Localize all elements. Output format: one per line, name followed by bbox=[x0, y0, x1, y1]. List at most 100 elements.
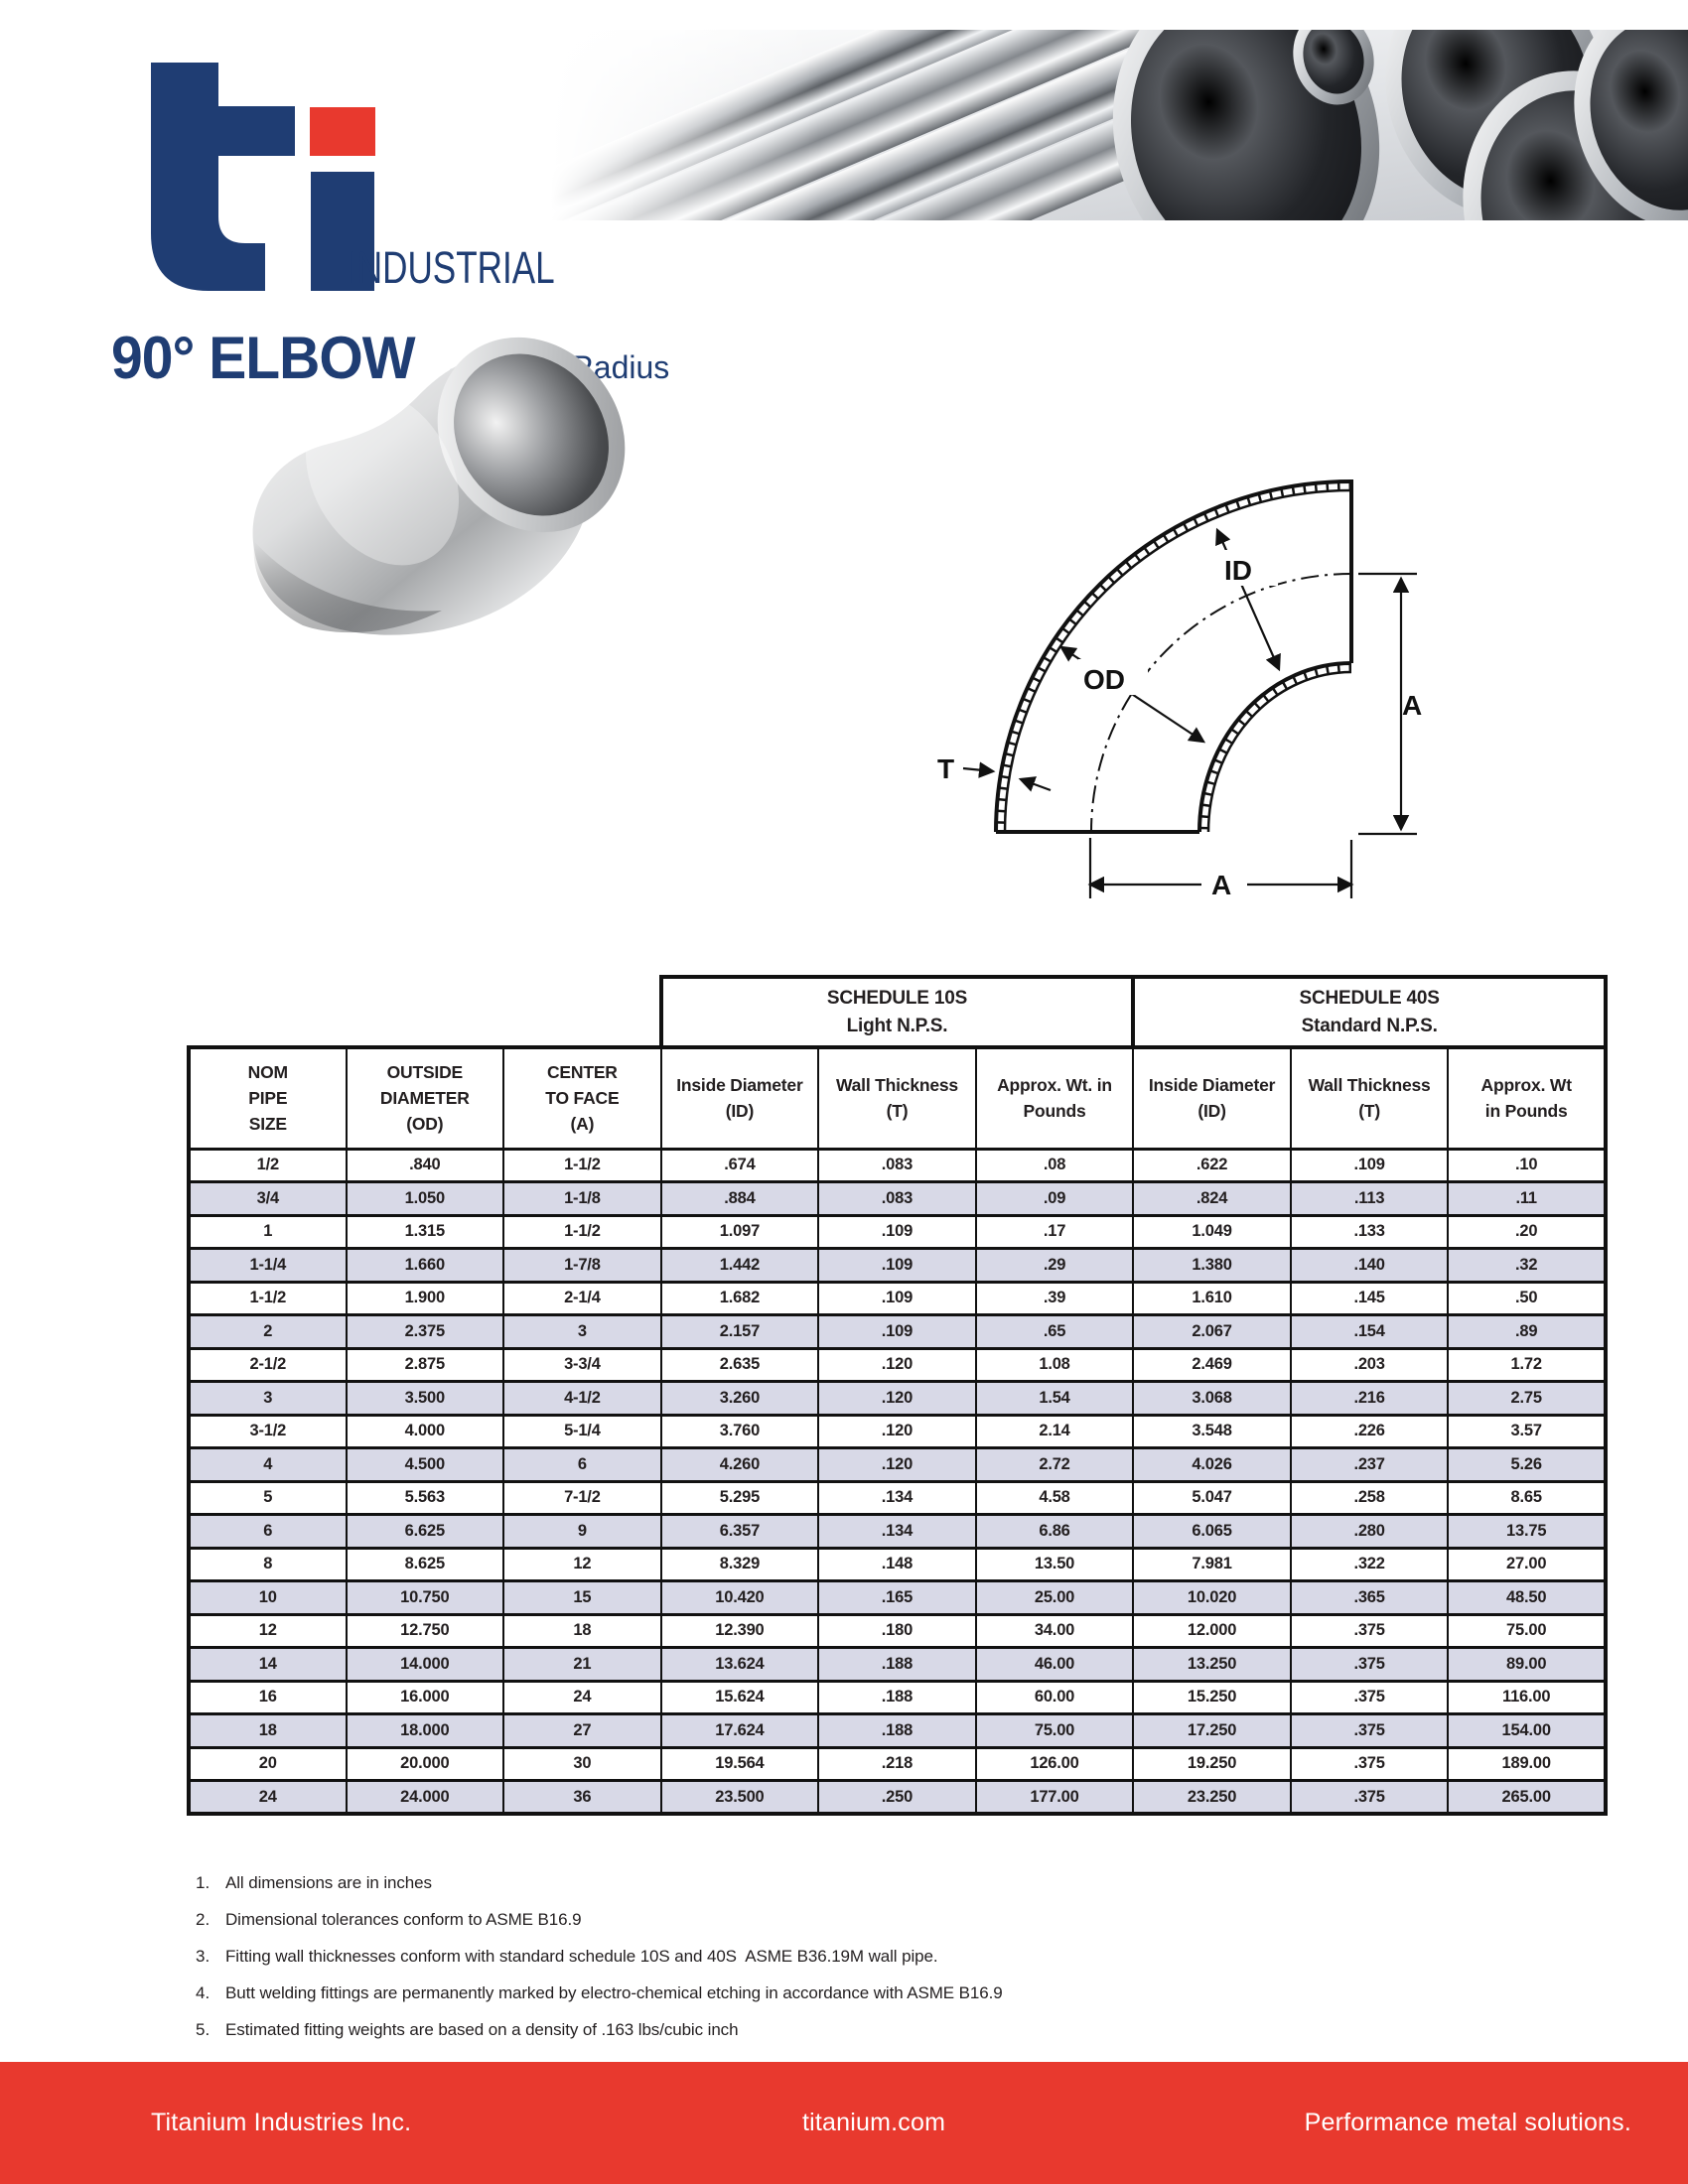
table-cell: 5.295 bbox=[659, 1479, 820, 1516]
table-cell: 265.00 bbox=[1447, 1779, 1608, 1816]
table-cell: 3.500 bbox=[345, 1380, 505, 1417]
page-title: 90° ELBOW bbox=[111, 325, 416, 391]
table-cell: 20 bbox=[187, 1745, 348, 1782]
table-row: 1-1/2 1.900 2-1/4 1.682.109.39 1.610.145.50 bbox=[187, 1280, 1608, 1316]
table-cell: 1.54 bbox=[974, 1380, 1135, 1417]
table-cell: 15.250 bbox=[1132, 1679, 1292, 1715]
table-cell: 12 bbox=[502, 1546, 662, 1582]
table-row: 4 4.500 6 4.260.120 2.72 4.026.237 5.26 bbox=[187, 1446, 1608, 1483]
table-row: 1 1.315 1-1/2 1.097.109.17 1.049.133.20 bbox=[187, 1213, 1608, 1250]
footnote: 4. Butt welding fittings are permanently … bbox=[196, 1982, 1003, 2004]
table-cell: 1.682 bbox=[659, 1280, 820, 1316]
table-cell: .840 bbox=[345, 1147, 505, 1183]
table-cell: .237 bbox=[1289, 1446, 1450, 1483]
table-cell: 2.635 bbox=[659, 1346, 820, 1383]
table-cell: 1.08 bbox=[974, 1346, 1135, 1383]
table-cell: 5.26 bbox=[1447, 1446, 1608, 1483]
id-label: ID bbox=[1224, 555, 1252, 586]
table-cell: 75.00 bbox=[1447, 1612, 1608, 1649]
dimensions-table: SCHEDULE 10S Light N.P.S. SCHEDULE 40S Stan… bbox=[187, 975, 1608, 1816]
table-cell: .89 bbox=[1447, 1313, 1608, 1350]
table-cell: 3.760 bbox=[659, 1413, 820, 1449]
table-cell: .39 bbox=[974, 1280, 1135, 1316]
table-cell: .188 bbox=[817, 1646, 977, 1683]
centerline-arc bbox=[1090, 573, 1352, 833]
table-cell: .109 bbox=[817, 1213, 977, 1250]
elbow-opening bbox=[437, 337, 626, 533]
table-cell: 10.750 bbox=[345, 1579, 505, 1616]
table-cell: 46.00 bbox=[974, 1646, 1135, 1683]
table-cell: 6 bbox=[502, 1446, 662, 1483]
column-header: Approx. Wt in Pounds bbox=[1447, 1045, 1608, 1151]
table-cell: 1-1/8 bbox=[502, 1180, 662, 1217]
table-cell: 6.86 bbox=[974, 1513, 1135, 1550]
table-cell: 6.065 bbox=[1132, 1513, 1292, 1550]
table-cell: .165 bbox=[817, 1579, 977, 1616]
table-row: 3 3.500 4-1/2 3.260.120 1.54 3.068.216 2.75 bbox=[187, 1380, 1608, 1417]
table-cell: .20 bbox=[1447, 1213, 1608, 1250]
t-label: T bbox=[937, 753, 954, 784]
table-cell: 177.00 bbox=[974, 1779, 1135, 1816]
table-cell: .154 bbox=[1289, 1313, 1450, 1350]
column-header: NOM PIPE SIZE bbox=[187, 1045, 348, 1151]
table-cell: 2.469 bbox=[1132, 1346, 1292, 1383]
table-cell: .218 bbox=[817, 1745, 977, 1782]
table-cell: 2.72 bbox=[974, 1446, 1135, 1483]
footnote: 5. Estimated fitting weights are based on… bbox=[196, 2019, 1003, 2041]
table-cell: 13.624 bbox=[659, 1646, 820, 1683]
table-cell: 16.000 bbox=[345, 1679, 505, 1715]
table-cell: 1-1/2 bbox=[502, 1213, 662, 1250]
table-cell: 23.250 bbox=[1132, 1779, 1292, 1816]
table-cell: 8.625 bbox=[345, 1546, 505, 1582]
steel-pipes-photo bbox=[551, 30, 1688, 220]
table-cell: .258 bbox=[1289, 1479, 1450, 1516]
table-cell: .083 bbox=[817, 1147, 977, 1183]
footer-website[interactable]: titanium.com bbox=[802, 2109, 946, 2136]
table-cell: .134 bbox=[817, 1513, 977, 1550]
table-cell: .375 bbox=[1289, 1745, 1450, 1782]
table-cell: .120 bbox=[817, 1413, 977, 1449]
table-cell: 24 bbox=[187, 1779, 348, 1816]
table-cell: 14 bbox=[187, 1646, 348, 1683]
table-cell: 9 bbox=[502, 1513, 662, 1550]
table-cell: 19.564 bbox=[659, 1745, 820, 1782]
table-cell: .113 bbox=[1289, 1180, 1450, 1217]
table-cell: 15.624 bbox=[659, 1679, 820, 1715]
table-cell: 3.260 bbox=[659, 1380, 820, 1417]
footnote-number: 1. bbox=[196, 1873, 211, 1892]
od-label: OD bbox=[1083, 664, 1125, 695]
inner-wall-hatching bbox=[1199, 663, 1352, 833]
table-cell: 10.420 bbox=[659, 1579, 820, 1616]
table-cell: 15 bbox=[502, 1579, 662, 1616]
schedule-header: SCHEDULE 10S Light N.P.S. bbox=[658, 975, 1136, 1049]
table-cell: 2.875 bbox=[345, 1346, 505, 1383]
table-cell: 27.00 bbox=[1447, 1546, 1608, 1582]
footnote: 2. Dimensional tolerances conform to ASME… bbox=[196, 1909, 1003, 1931]
table-cell: .148 bbox=[817, 1546, 977, 1582]
ti-logo bbox=[151, 63, 375, 291]
table-cell: .11 bbox=[1447, 1180, 1608, 1217]
table-row: 1-1/4 1.660 1-7/8 1.442.109.29 1.380.140.32 bbox=[187, 1247, 1608, 1284]
table-cell: 4.000 bbox=[345, 1413, 505, 1449]
table-cell: 13.50 bbox=[974, 1546, 1135, 1582]
table-cell: 4.026 bbox=[1132, 1446, 1292, 1483]
schedule-band-empty bbox=[189, 977, 661, 1047]
table-cell: .120 bbox=[817, 1380, 977, 1417]
table-cell: 4-1/2 bbox=[502, 1380, 662, 1417]
table-cell: 10.020 bbox=[1132, 1579, 1292, 1616]
table-cell: .134 bbox=[817, 1479, 977, 1516]
table-row: 18 18.000 27 17.624.188 75.00 17.250.375 154.0… bbox=[187, 1712, 1608, 1749]
table-cell: .280 bbox=[1289, 1513, 1450, 1550]
table-row: 14 14.000 21 13.624.188 46.00 13.250.375 89.00 bbox=[187, 1646, 1608, 1683]
schedule-header: SCHEDULE 40S Standard N.P.S. bbox=[1131, 975, 1608, 1049]
table-cell: 1-7/8 bbox=[502, 1247, 662, 1284]
table-cell: 1.049 bbox=[1132, 1213, 1292, 1250]
a-horizontal-label: A bbox=[1211, 870, 1231, 900]
table-cell: .109 bbox=[817, 1247, 977, 1284]
table-row: 2-1/2 2.875 3-3/4 2.635.120 1.08 2.469.203 1.7… bbox=[187, 1346, 1608, 1383]
table-row: 2 2.375 3 2.157.109.65 2.067.154.89 bbox=[187, 1313, 1608, 1350]
table-cell: .10 bbox=[1447, 1147, 1608, 1183]
table-cell: 8.65 bbox=[1447, 1479, 1608, 1516]
table-cell: 1.900 bbox=[345, 1280, 505, 1316]
pipe-mouths bbox=[1112, 30, 1688, 220]
